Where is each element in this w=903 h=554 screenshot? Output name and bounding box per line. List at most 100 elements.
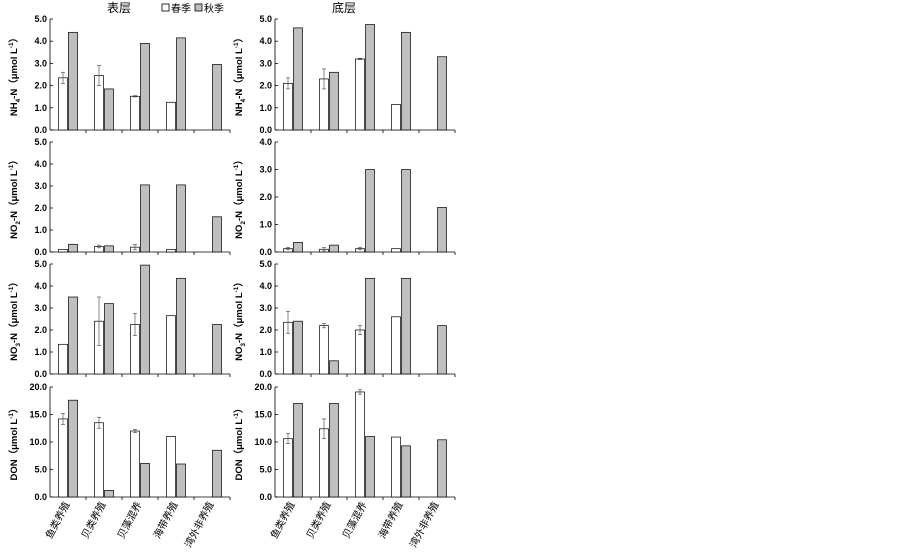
- bar-autumn-0: [68, 399, 78, 498]
- bar-spring-2: [355, 58, 365, 131]
- bar-autumn-4: [437, 325, 447, 375]
- y-tick-label: 15.0: [254, 410, 272, 420]
- y-axis-label: NO2-N（μmol L-1）: [8, 155, 22, 239]
- category-label: 贝藻混养: [114, 499, 144, 540]
- bar-spring-2: [355, 329, 365, 375]
- category-label: 湾外非养殖: [182, 499, 217, 549]
- category-label: 海带养殖: [150, 499, 180, 540]
- bar-autumn-3: [401, 169, 411, 253]
- y-tick-label: 4.0: [34, 159, 47, 169]
- legend-autumn-label: 秋季: [204, 2, 224, 15]
- bar-spring-1: [94, 422, 104, 498]
- y-tick-label: 2.0: [259, 81, 272, 91]
- y-tick-label: 1.0: [34, 347, 47, 357]
- bar-autumn-0: [293, 403, 303, 498]
- y-tick-label: 0.0: [34, 125, 47, 135]
- y-tick-label: 3.0: [259, 165, 272, 175]
- column-title-surface: 表层: [107, 1, 131, 15]
- y-tick-label: 0.0: [34, 492, 47, 502]
- y-tick-label: 2.0: [34, 325, 47, 335]
- bar-autumn-0: [68, 243, 78, 253]
- y-tick-label: 3.0: [34, 181, 47, 191]
- y-axis-label: DON（μmol L-1）: [8, 403, 20, 480]
- panel-2: 0.0 1.0 2.0 3.0 4.0 5.0 NO2-N（μmol L-1）: [8, 137, 231, 257]
- y-tick-label: 3.0: [34, 58, 47, 68]
- y-axis-label: NO3-N（μmol L-1）: [233, 277, 247, 361]
- legend-spring-swatch: [161, 3, 170, 12]
- y-tick-label: 15.0: [29, 410, 47, 420]
- legend: 春季 秋季: [161, 2, 224, 15]
- bar-autumn-2: [365, 436, 375, 498]
- category-label: 鱼类养殖: [267, 499, 297, 540]
- y-tick-label: 5.0: [259, 259, 272, 269]
- bar-spring-0: [283, 438, 293, 498]
- panel-3: 0.0 1.0 2.0 3.0 4.0 NO2-N（μmol L-1）: [233, 137, 456, 257]
- y-tick-label: 2.0: [34, 203, 47, 213]
- y-tick-label: 5.0: [34, 259, 47, 269]
- bar-autumn-3: [176, 277, 186, 375]
- y-tick-label: 2.0: [34, 81, 47, 91]
- bar-spring-3: [166, 436, 176, 498]
- y-tick-label: 0.0: [259, 125, 272, 135]
- bar-spring-0: [58, 418, 68, 498]
- panel-1: 0.0 1.0 2.0 3.0 4.0 5.0 NH4-N（μmol L-1）: [233, 14, 456, 135]
- y-tick-label: 5.0: [34, 14, 47, 24]
- bar-spring-3: [391, 248, 401, 253]
- bar-autumn-4: [212, 324, 222, 375]
- bar-spring-2: [355, 391, 365, 498]
- column-title-bottom: 底层: [332, 0, 356, 15]
- panel-0: 0.0 1.0 2.0 3.0 4.0 5.0 NH4-N（μmol L-1）: [8, 14, 231, 135]
- bar-autumn-3: [401, 445, 411, 498]
- bar-autumn-4: [212, 216, 222, 253]
- bar-autumn-0: [293, 242, 303, 253]
- y-tick-label: 10.0: [29, 437, 47, 447]
- bar-spring-3: [166, 315, 176, 375]
- y-tick-label: 4.0: [259, 36, 272, 46]
- bar-autumn-1: [329, 244, 339, 253]
- y-tick-label: 3.0: [34, 303, 47, 313]
- bar-autumn-3: [176, 184, 186, 253]
- category-label: 鱼类养殖: [42, 499, 72, 540]
- panel-5: 0.0 1.0 2.0 3.0 4.0 5.0 NO3-N（μmol L-1）: [233, 259, 456, 379]
- bar-autumn-1: [329, 403, 339, 498]
- bar-autumn-2: [140, 463, 150, 498]
- y-tick-label: 5.0: [259, 465, 272, 475]
- bar-spring-3: [391, 316, 401, 375]
- y-axis-label: NH4-N（μmol L-1）: [8, 33, 22, 116]
- bar-autumn-2: [140, 184, 150, 253]
- y-tick-label: 1.0: [259, 103, 272, 113]
- y-tick-label: 0.0: [259, 369, 272, 379]
- y-tick-label: 4.0: [259, 281, 272, 291]
- bar-autumn-2: [140, 43, 150, 131]
- y-tick-label: 0.0: [259, 492, 272, 502]
- bar-autumn-3: [176, 463, 186, 498]
- bar-autumn-0: [293, 27, 303, 131]
- bar-autumn-1: [104, 303, 114, 375]
- bar-spring-0: [58, 249, 68, 253]
- y-tick-label: 1.0: [259, 347, 272, 357]
- bar-autumn-2: [365, 169, 375, 253]
- bar-spring-2: [130, 95, 140, 131]
- y-tick-label: 10.0: [254, 437, 272, 447]
- bar-autumn-4: [437, 207, 447, 253]
- y-tick-label: 0.0: [34, 247, 47, 257]
- chart-panels: 0.0 1.0 2.0 3.0 4.0 5.0 NH4-N（μmol L-1） 0.0 1.0 2…: [8, 14, 456, 502]
- bar-autumn-4: [212, 449, 222, 498]
- bar-autumn-3: [401, 277, 411, 375]
- y-axis-label: NH4-N（μmol L-1）: [233, 33, 247, 116]
- panel-7: 0.0 5.0 10.0 15.0 20.0 DON（μmol L-1）: [233, 382, 456, 502]
- category-label: 贝类养殖: [303, 499, 333, 540]
- bar-autumn-1: [329, 360, 339, 375]
- y-tick-label: 2.0: [259, 325, 272, 335]
- bar-autumn-3: [176, 37, 186, 131]
- panel-6: 0.0 5.0 10.0 15.0 20.0 DON（μmol L-1）: [8, 382, 231, 502]
- bar-autumn-3: [401, 31, 411, 131]
- bar-spring-3: [166, 101, 176, 131]
- y-tick-label: 1.0: [34, 103, 47, 113]
- bar-autumn-1: [104, 88, 114, 131]
- y-tick-label: 3.0: [259, 58, 272, 68]
- bar-autumn-1: [329, 71, 339, 131]
- y-tick-label: 5.0: [34, 465, 47, 475]
- bar-spring-0: [58, 77, 68, 131]
